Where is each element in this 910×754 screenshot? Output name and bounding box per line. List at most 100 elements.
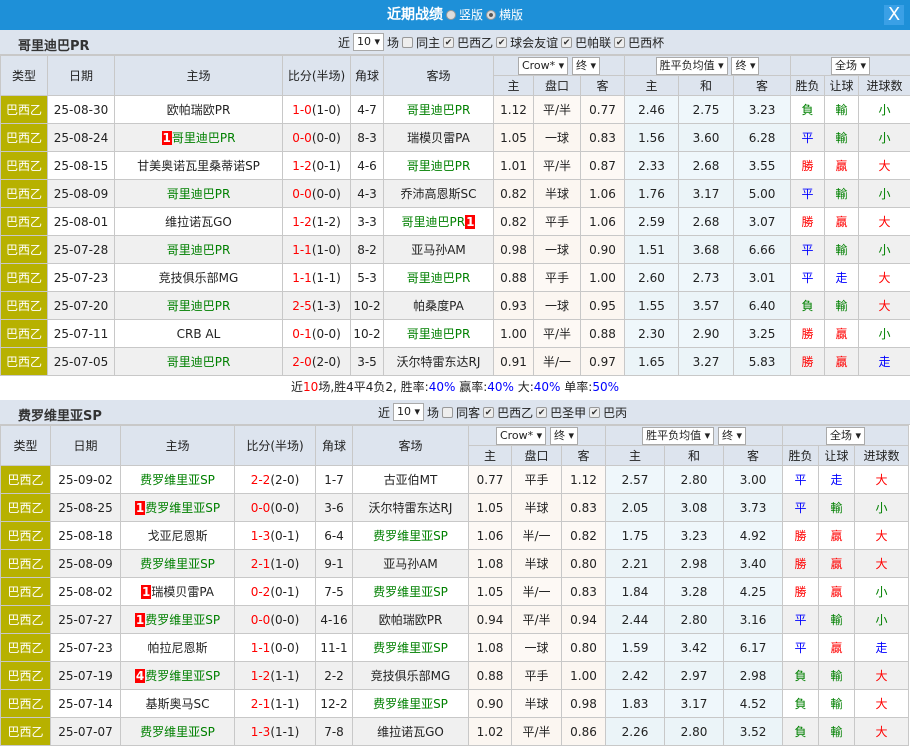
home-team[interactable]: 费罗维里亚SP xyxy=(140,557,215,571)
away-team[interactable]: 费罗维里亚SP xyxy=(373,641,448,655)
score-cell[interactable]: 1-2(1-1) xyxy=(234,661,316,690)
score-cell[interactable]: 0-0(0-0) xyxy=(282,123,351,152)
score-cell[interactable]: 1-2(1-2) xyxy=(282,207,351,236)
company-select[interactable]: Crow* ▾ xyxy=(517,56,569,75)
league-cell[interactable]: 巴西乙 xyxy=(0,577,51,606)
away-team[interactable]: 哥里迪巴PR xyxy=(401,215,466,229)
horizontal-radio[interactable] xyxy=(486,10,496,20)
home-team[interactable]: 戈亚尼恩斯 xyxy=(147,529,208,543)
same-venue-checkbox[interactable] xyxy=(402,36,414,48)
home-team[interactable]: 欧帕瑞欧PR xyxy=(166,103,231,117)
score-cell[interactable]: 1-1(1-0) xyxy=(282,235,351,264)
league-checkbox[interactable]: ✔ xyxy=(614,36,626,48)
final-select[interactable]: 终 ▾ xyxy=(550,426,579,445)
away-team[interactable]: 竞技俱乐部MG xyxy=(370,669,451,683)
league-cell[interactable]: 巴西乙 xyxy=(0,347,48,376)
away-team[interactable]: 亚马孙AM xyxy=(411,243,466,257)
score-cell[interactable]: 1-1(1-1) xyxy=(282,263,351,292)
score-cell[interactable]: 1-3(1-1) xyxy=(234,717,316,746)
home-team[interactable]: 哥里迪巴PR xyxy=(166,299,231,313)
league-cell[interactable]: 巴西乙 xyxy=(0,151,48,180)
away-team[interactable]: 哥里迪巴PR xyxy=(406,271,471,285)
away-team[interactable]: 沃尔特雷东达RJ xyxy=(396,355,481,369)
home-team[interactable]: 基斯奥马SC xyxy=(145,697,210,711)
league-checkbox[interactable]: ✔ xyxy=(561,36,573,48)
league-checkbox[interactable]: ✔ xyxy=(483,406,495,418)
home-team[interactable]: 甘美奥诺瓦里桑蒂诺SP xyxy=(137,159,260,173)
company-select[interactable]: Crow* ▾ xyxy=(495,426,547,445)
score-cell[interactable]: 0-0(0-0) xyxy=(234,493,316,522)
league-cell[interactable]: 巴西乙 xyxy=(0,291,48,320)
score-cell[interactable]: 0-0(0-0) xyxy=(234,605,316,634)
range-select[interactable]: 全场 ▾ xyxy=(831,56,871,75)
away-team[interactable]: 费罗维里亚SP xyxy=(373,697,448,711)
home-team[interactable]: CRB AL xyxy=(176,326,221,341)
league-cell[interactable]: 巴西乙 xyxy=(0,263,48,292)
away-team[interactable]: 欧帕瑞欧PR xyxy=(378,613,443,627)
away-team[interactable]: 哥里迪巴PR xyxy=(406,327,471,341)
away-team[interactable]: 沃尔特雷东达RJ xyxy=(368,501,453,515)
league-cell[interactable]: 巴西乙 xyxy=(0,661,51,690)
final-select[interactable]: 终 ▾ xyxy=(572,56,601,75)
home-team[interactable]: 费罗维里亚SP xyxy=(145,613,221,627)
away-team[interactable]: 维拉诺瓦GO xyxy=(377,725,444,739)
same-venue-checkbox[interactable] xyxy=(442,406,454,418)
league-checkbox[interactable]: ✔ xyxy=(443,36,455,48)
score-cell[interactable]: 2-5(1-3) xyxy=(282,291,351,320)
away-team[interactable]: 古亚伯MT xyxy=(383,473,438,487)
final2-select[interactable]: 终 ▾ xyxy=(731,56,760,75)
final2-select[interactable]: 终 ▾ xyxy=(717,426,746,445)
home-team[interactable]: 费罗维里亚SP xyxy=(145,669,221,683)
score-cell[interactable]: 2-2(2-0) xyxy=(234,465,316,494)
away-team[interactable]: 费罗维里亚SP xyxy=(373,585,448,599)
league-checkbox[interactable]: ✔ xyxy=(496,36,508,48)
home-team[interactable]: 费罗维里亚SP xyxy=(145,501,221,515)
home-team[interactable]: 瑞模贝雷PA xyxy=(151,585,215,599)
league-cell[interactable]: 巴西乙 xyxy=(0,689,51,718)
home-team[interactable]: 哥里迪巴PR xyxy=(166,187,231,201)
score-cell[interactable]: 0-1(0-0) xyxy=(282,319,351,348)
vertical-radio[interactable] xyxy=(445,10,456,20)
odds-type-select[interactable]: 胜平负均值 ▾ xyxy=(655,56,728,75)
away-team[interactable]: 哥里迪巴PR xyxy=(406,103,471,117)
close-button[interactable]: X xyxy=(884,5,904,25)
score-cell[interactable]: 2-1(1-0) xyxy=(234,549,316,578)
league-cell[interactable]: 巴西乙 xyxy=(0,319,48,348)
home-team[interactable]: 费罗维里亚SP xyxy=(140,725,215,739)
odds-type-select[interactable]: 胜平负均值 ▾ xyxy=(642,426,715,445)
away-team[interactable]: 哥里迪巴PR xyxy=(406,159,471,173)
league-cell[interactable]: 巴西乙 xyxy=(0,493,51,522)
match-count-select[interactable]: 10 ▾ xyxy=(393,403,425,421)
score-cell[interactable]: 1-1(0-0) xyxy=(234,633,316,662)
score-cell[interactable]: 2-1(1-1) xyxy=(234,689,316,718)
league-cell[interactable]: 巴西乙 xyxy=(0,549,51,578)
score-cell[interactable]: 1-0(1-0) xyxy=(282,95,351,124)
range-select[interactable]: 全场 ▾ xyxy=(826,426,866,445)
score-cell[interactable]: 0-0(0-0) xyxy=(282,179,351,208)
away-team[interactable]: 亚马孙AM xyxy=(383,557,438,571)
score-cell[interactable]: 0-2(0-1) xyxy=(234,577,316,606)
league-checkbox[interactable]: ✔ xyxy=(536,406,548,418)
home-team[interactable]: 哥里迪巴PR xyxy=(166,355,231,369)
home-team[interactable]: 哥里迪巴PR xyxy=(171,131,236,145)
league-cell[interactable]: 巴西乙 xyxy=(0,521,51,550)
away-team[interactable]: 瑞模贝雷PA xyxy=(407,131,470,145)
league-cell[interactable]: 巴西乙 xyxy=(0,605,51,634)
home-team[interactable]: 哥里迪巴PR xyxy=(166,243,231,257)
home-team[interactable]: 竞技俱乐部MG xyxy=(158,271,239,285)
score-cell[interactable]: 2-0(2-0) xyxy=(282,347,351,376)
home-team[interactable]: 费罗维里亚SP xyxy=(140,473,215,487)
league-checkbox[interactable]: ✔ xyxy=(589,406,601,418)
away-team[interactable]: 帕桑度PA xyxy=(413,299,464,313)
league-cell[interactable]: 巴西乙 xyxy=(0,633,51,662)
league-cell[interactable]: 巴西乙 xyxy=(0,465,51,494)
away-team[interactable]: 费罗维里亚SP xyxy=(373,529,448,543)
score-cell[interactable]: 1-3(0-1) xyxy=(234,521,316,550)
league-cell[interactable]: 巴西乙 xyxy=(0,95,48,124)
league-cell[interactable]: 巴西乙 xyxy=(0,717,51,746)
away-team[interactable]: 乔沛高恩斯SC xyxy=(400,187,477,201)
league-cell[interactable]: 巴西乙 xyxy=(0,179,48,208)
score-cell[interactable]: 1-2(0-1) xyxy=(282,151,351,180)
league-cell[interactable]: 巴西乙 xyxy=(0,123,48,152)
league-cell[interactable]: 巴西乙 xyxy=(0,207,48,236)
